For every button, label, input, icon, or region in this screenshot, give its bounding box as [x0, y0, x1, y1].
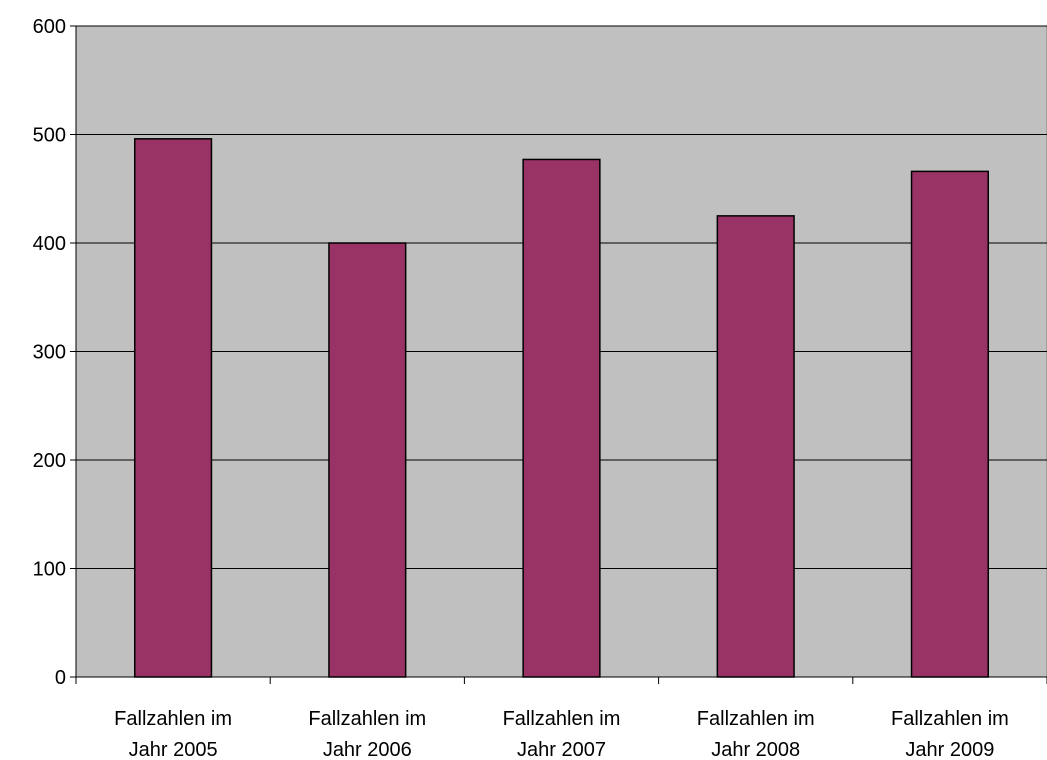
x-axis-tick-label: Fallzahlen im Jahr 2006	[308, 708, 426, 760]
y-axis-tick-label: 300	[33, 342, 66, 364]
bar	[910, 170, 990, 678]
bar	[328, 242, 407, 678]
x-axis-tick-labels: Fallzahlen im Jahr 2005 Fallzahlen im Jahr …	[75, 677, 1047, 760]
x-axis-tick-label: Fallzahlen im Jahr 2007	[503, 708, 621, 760]
y-axis-tick-label: 200	[33, 450, 66, 472]
y-axis-tick-label: 400	[33, 233, 66, 255]
y-axis-tick-labels: 0 100 200 300 400 500 600	[33, 16, 76, 689]
y-axis-tick-label: 600	[33, 16, 66, 38]
x-axis-tick-label: Fallzahlen im Jahr 2008	[697, 708, 815, 760]
x-axis-tick-label: Fallzahlen im Jahr 2009	[891, 708, 1009, 760]
y-axis-tick-label: 100	[33, 559, 66, 581]
y-axis-tick-label: 0	[55, 667, 66, 689]
bar	[522, 158, 601, 678]
bar	[716, 215, 795, 678]
x-axis-tick-label: Fallzahlen im Jahr 2005	[114, 708, 232, 760]
bar	[133, 138, 213, 678]
y-axis-tick-label: 500	[33, 125, 66, 147]
